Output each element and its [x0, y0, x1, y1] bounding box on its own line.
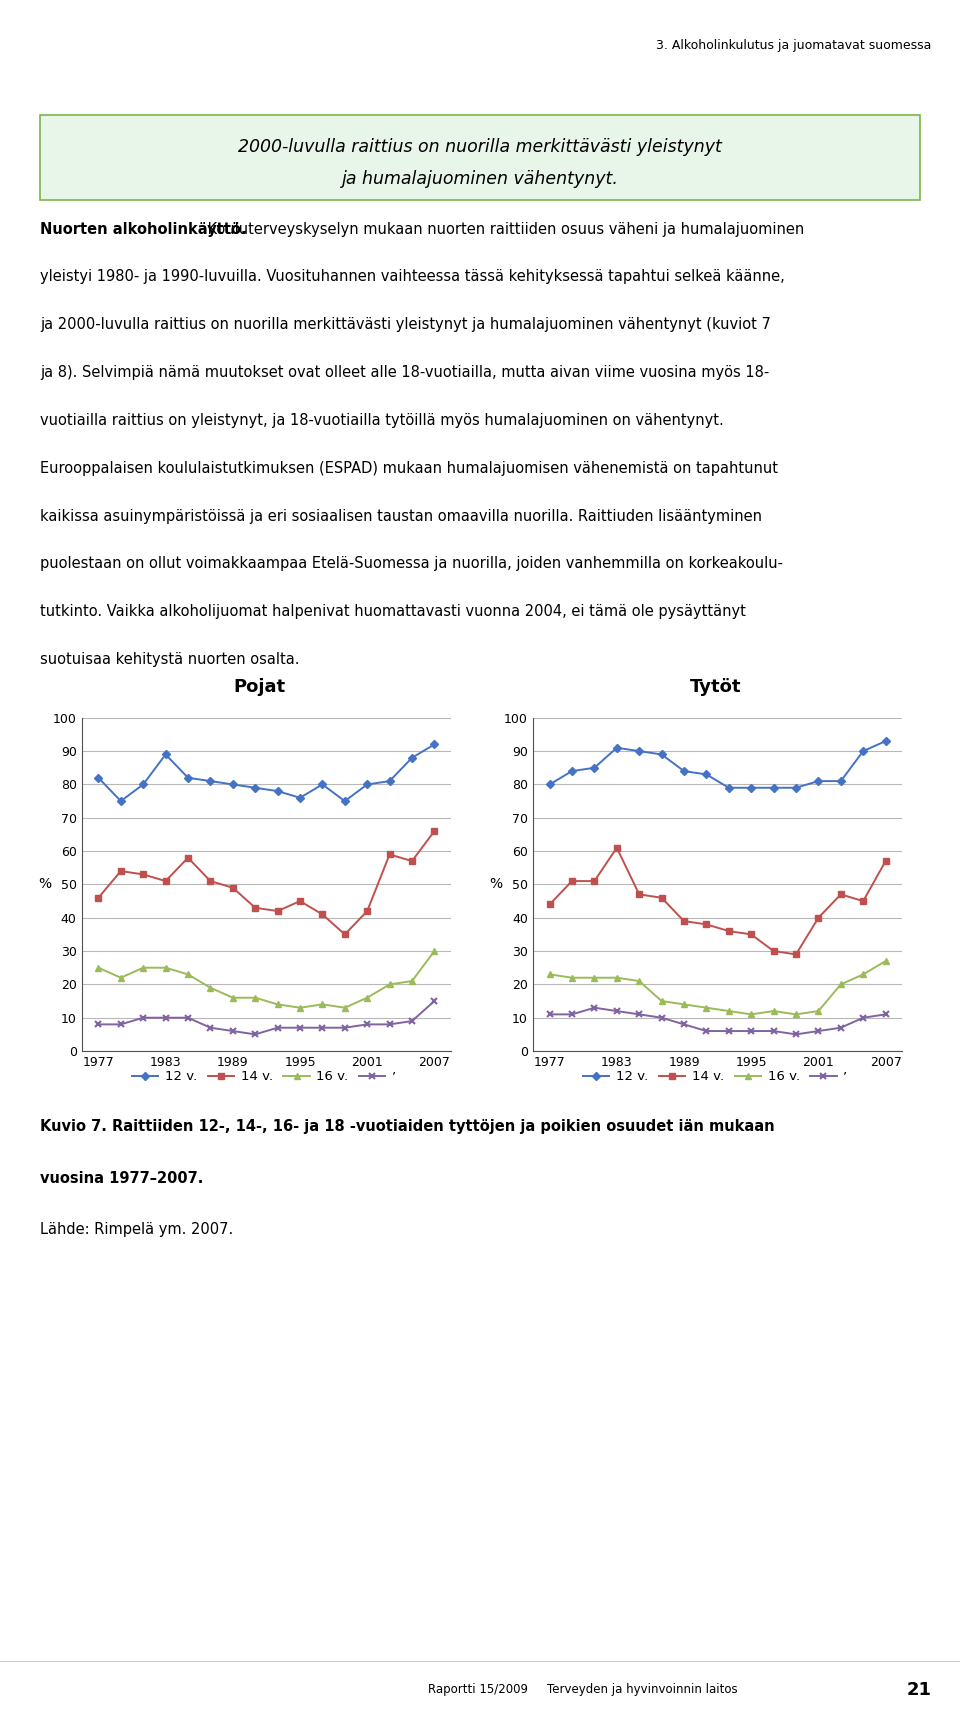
Y-axis label: %: %	[490, 877, 502, 892]
Text: 21: 21	[906, 1682, 931, 1699]
Text: suotuisaa kehitystä nuorten osalta.: suotuisaa kehitystä nuorten osalta.	[40, 653, 300, 667]
Text: ja humalajuominen vähentynyt.: ja humalajuominen vähentynyt.	[342, 169, 618, 188]
Text: Lähde: Rimpelä ym. 2007.: Lähde: Rimpelä ym. 2007.	[40, 1222, 233, 1237]
Text: ja 8). Selvimpiä nämä muutokset ovat olleet alle 18-vuotiailla, mutta aivan viim: ja 8). Selvimpiä nämä muutokset ovat oll…	[40, 366, 770, 379]
Text: Raportti 15/2009: Raportti 15/2009	[428, 1683, 528, 1697]
Text: vuosina 1977–2007.: vuosina 1977–2007.	[40, 1171, 204, 1186]
Text: Kouluterveyskyselyn mukaan nuorten raittiiden osuus väheni ja humalajuominen: Kouluterveyskyselyn mukaan nuorten raitt…	[203, 222, 804, 236]
Text: tutkinto. Vaikka alkoholijuomat halpenivat huomattavasti vuonna 2004, ei tämä ol: tutkinto. Vaikka alkoholijuomat halpeniv…	[40, 605, 746, 619]
Text: puolestaan on ollut voimakkaampaa Etelä-Suomessa ja nuorilla, joiden vanhemmilla: puolestaan on ollut voimakkaampaa Etelä-…	[40, 557, 783, 571]
Text: Kuvio 7. Raittiiden 12-, 14-, 16- ja 18 -vuotiaiden tyttöjen ja poikien osuudet : Kuvio 7. Raittiiden 12-, 14-, 16- ja 18 …	[40, 1119, 775, 1135]
Y-axis label: %: %	[38, 877, 51, 892]
Text: vuotiailla raittius on yleistynyt, ja 18-vuotiailla tytöillä myös humalajuominen: vuotiailla raittius on yleistynyt, ja 18…	[40, 414, 724, 427]
Legend: 12 v., 14 v., 16 v., ’: 12 v., 14 v., 16 v., ’	[127, 1065, 401, 1089]
Text: ja 2000-luvulla raittius on nuorilla merkittävästi yleistynyt ja humalajuominen : ja 2000-luvulla raittius on nuorilla mer…	[40, 318, 771, 332]
Text: 3. Alkoholinkulutus ja juomatavat suomessa: 3. Alkoholinkulutus ja juomatavat suomes…	[656, 39, 931, 53]
Text: 2000-luvulla raittius on nuorilla merkittävästi yleistynyt: 2000-luvulla raittius on nuorilla merkit…	[238, 138, 722, 156]
Legend: 12 v., 14 v., 16 v., ’: 12 v., 14 v., 16 v., ’	[578, 1065, 852, 1089]
Text: kaikissa asuinympäristöissä ja eri sosiaalisen taustan omaavilla nuorilla. Raitt: kaikissa asuinympäristöissä ja eri sosia…	[40, 509, 762, 523]
Text: Tytöt: Tytöt	[689, 677, 741, 696]
Text: Eurooppalaisen koululaistutkimuksen (ESPAD) mukaan humalajuomisen vähenemistä on: Eurooppalaisen koululaistutkimuksen (ESP…	[40, 461, 779, 475]
Text: Nuorten alkoholinkäyttö.: Nuorten alkoholinkäyttö.	[40, 222, 247, 236]
Text: yleistyi 1980- ja 1990-luvuilla. Vuosituhannen vaihteessa tässä kehityksessä tap: yleistyi 1980- ja 1990-luvuilla. Vuositu…	[40, 270, 785, 284]
Text: Pojat: Pojat	[233, 677, 285, 696]
Text: Terveyden ja hyvinvoinnin laitos: Terveyden ja hyvinvoinnin laitos	[547, 1683, 738, 1697]
